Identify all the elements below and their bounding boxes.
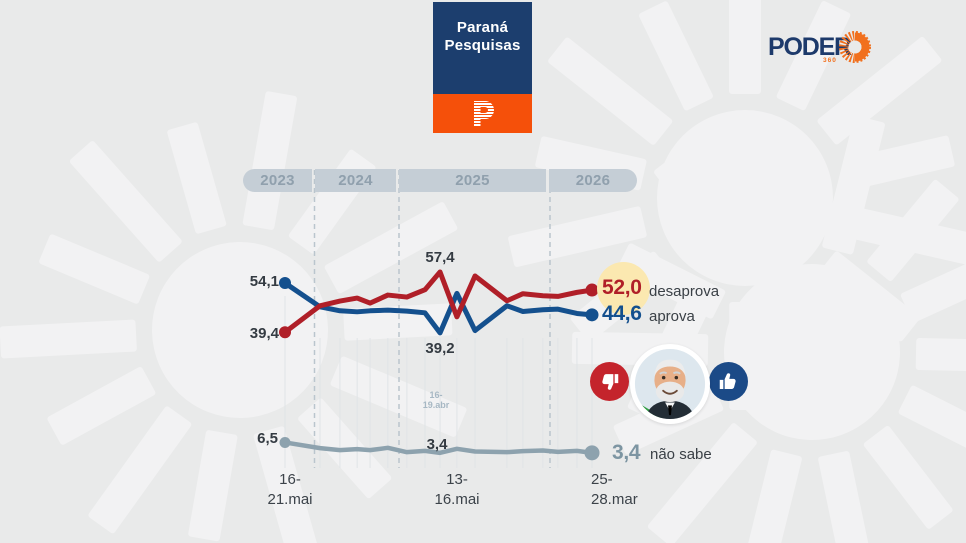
x-last-line1: 25- <box>591 471 613 488</box>
thumbs-up-badge <box>709 362 748 401</box>
year-timeline-bar: 2023 2024 2025 2026 <box>243 169 637 192</box>
x-label-first-survey: 16- 21.mai <box>258 470 322 510</box>
sunburst-logo-icon <box>836 28 874 66</box>
mid-note-line1: 16- <box>429 390 443 400</box>
label-desaprova-peak: 57,4 <box>425 249 455 266</box>
x-first-line2: 21.mai <box>267 491 313 508</box>
poder-wordmark: PODER <box>768 33 852 61</box>
x-middle-line2: 16.mai <box>434 491 480 508</box>
badge-logo-box <box>433 94 532 133</box>
year-2025: 2025 <box>399 169 546 192</box>
mid-note-line2: 19.abr <box>422 400 450 410</box>
label-aprova-end: 44,6 <box>602 302 642 325</box>
label-aprova-valley: 39,2 <box>425 340 455 357</box>
lula-portrait <box>630 344 710 424</box>
mid-survey-date-note: 16- 19.abr <box>406 390 466 410</box>
legend-nao-sabe: não sabe <box>650 446 712 463</box>
x-last-line2: 28.mar <box>591 491 638 508</box>
highlight-circle <box>597 262 650 315</box>
poder-360-label: 360 <box>823 57 837 64</box>
label-nao-sabe-end: 3,4 <box>612 441 641 464</box>
label-desaprova-end: 52,0 <box>602 276 642 299</box>
thumbs-down-badge <box>590 362 629 401</box>
legend-desaprova: desaprova <box>649 283 720 300</box>
x-label-last-survey: 25- 28.mar <box>591 470 681 510</box>
label-aprova-start: 54,1 <box>249 273 279 290</box>
x-first-line1: 16- <box>279 471 301 488</box>
year-2024: 2024 <box>315 169 396 192</box>
thumbs-down-icon <box>599 371 620 392</box>
year-2023: 2023 <box>243 169 312 192</box>
poder360-logo: PODER 360 <box>766 28 896 72</box>
badge-title: Paraná Pesquisas <box>433 2 532 94</box>
label-nao-sabe-mid: 3,4 <box>426 436 448 453</box>
badge-line2: Pesquisas <box>444 37 521 54</box>
badge-line1: Paraná <box>456 19 509 36</box>
label-desaprova-start: 39,4 <box>249 325 279 342</box>
x-middle-line1: 13- <box>446 471 468 488</box>
thumbs-up-icon <box>718 371 739 392</box>
label-nao-sabe-start: 6,5 <box>257 430 278 447</box>
striped-p-logo-icon <box>471 100 495 128</box>
year-2026: 2026 <box>549 169 637 192</box>
parana-pesquisas-badge: Paraná Pesquisas <box>433 2 532 133</box>
x-label-middle-survey: 13- 16.mai <box>425 470 489 510</box>
legend-aprova: aprova <box>649 308 695 325</box>
